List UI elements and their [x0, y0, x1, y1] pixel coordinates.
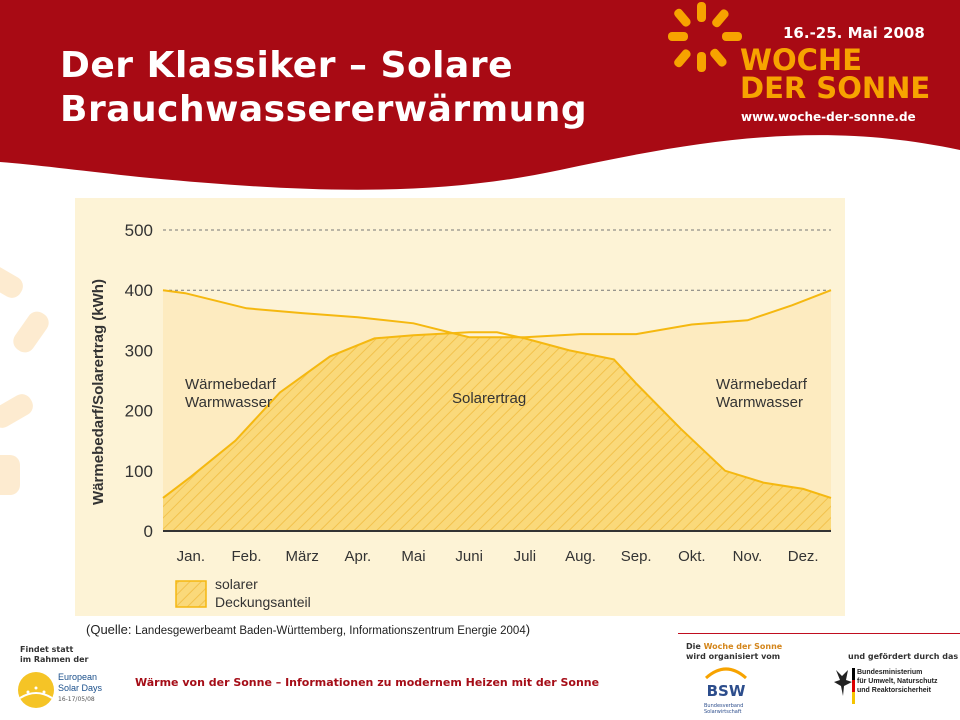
legend-label-2: Deckungsanteil: [215, 594, 311, 610]
event-name-line-1: WOCHE: [740, 43, 863, 77]
org-prefix: Die: [686, 642, 704, 651]
annotation-center: Solarertrag: [452, 390, 526, 407]
x-tick-label: März: [285, 548, 318, 565]
source-suffix: ): [525, 622, 531, 637]
title-line-2: Brauchwassererwärmung: [60, 89, 588, 130]
annotation-left-1: Wärmebedarf: [185, 376, 277, 393]
y-tick-label: 500: [125, 221, 153, 240]
source-detail: Landesgewerbeamt Baden-Württemberg, Info…: [135, 625, 526, 637]
bmu-line-2: für Umwelt, Naturschutz: [857, 678, 938, 685]
x-tick-label: Jan.: [177, 548, 205, 565]
chart: 0 100 200 300 400 500 Jan. Feb. März Apr. Mai Juni…: [75, 198, 845, 616]
x-tick-label: Dez.: [788, 548, 819, 565]
bsw-label: Bundesverband Solarwirtschaft: [704, 703, 743, 715]
esd-line-1: European: [58, 672, 98, 682]
bmu-name: Bundesministerium für Umwelt, Naturschut…: [857, 668, 938, 695]
bmu-line-1: Bundesministerium: [857, 669, 923, 676]
solar-coverage-area: [163, 333, 831, 531]
x-tick-label: Okt.: [678, 548, 706, 565]
bsw-label-line-1: Bundesverband: [704, 703, 744, 709]
event-name-line-2: DER SONNE: [740, 71, 931, 105]
event-dates: 16.-25. Mai 2008: [783, 24, 925, 42]
org-line-2: wird organisiert vom: [686, 652, 781, 661]
bsw-label-line-2: Solarwirtschaft: [704, 709, 742, 715]
y-tick-label: 300: [125, 341, 153, 360]
footer-tagline: Wärme von der Sonne – Informationen zu m…: [135, 676, 600, 689]
findet-line-1: Findet statt: [20, 645, 74, 654]
x-tick-label: Mai: [401, 548, 425, 565]
european-solar-days-logo-icon: [18, 672, 54, 708]
esd-line-2: Solar Days: [58, 683, 103, 693]
bsw-name: BSW: [707, 682, 746, 700]
header-banner: [0, 0, 960, 190]
event-url: www.woche-der-sonne.de: [741, 110, 916, 124]
x-tick-label: Feb.: [231, 548, 261, 565]
bmu-line-3: und Reaktorsicherheit: [857, 687, 931, 694]
event-logo-text: WOCHE DER SONNE: [740, 43, 940, 105]
y-axis-label: Wärmebedarf/Solarertrag (kWh): [90, 279, 107, 505]
y-tick-label: 400: [125, 281, 153, 300]
legend-swatch: [175, 580, 207, 608]
y-tick-label: 0: [144, 522, 153, 541]
title-line-1: Der Klassiker – Solare: [60, 45, 513, 86]
funded-by-text: und gefördert durch das: [848, 652, 959, 661]
annotation-right-2: Warmwasser: [716, 394, 803, 411]
x-tick-label: Juni: [455, 548, 483, 565]
federal-eagle-icon: [834, 668, 855, 704]
annotation-left-2: Warmwasser: [185, 394, 272, 411]
x-tick-label: Apr.: [344, 548, 371, 565]
x-tick-label: Aug.: [565, 548, 596, 565]
x-tick-label: Nov.: [733, 548, 763, 565]
y-tick-label: 100: [125, 462, 153, 481]
source-prefix: (Quelle:: [86, 622, 136, 637]
source-citation: (Quelle: Landesgewerbeamt Baden-Württemb…: [86, 622, 530, 637]
organizer-text: Die Woche der Sonne wird organisiert vom: [686, 642, 782, 662]
findet-statt-text: Findet statt im Rahmen der: [20, 645, 88, 665]
bsw-logo-icon: BSW: [704, 667, 748, 700]
y-tick-label: 200: [125, 402, 153, 421]
sun-logo-icon: [668, 2, 742, 72]
org-highlight: Woche der Sonne: [703, 642, 783, 651]
footer-divider: [678, 633, 960, 634]
demand-line: [162, 289, 832, 339]
annotation-right-1: Wärmebedarf: [716, 376, 808, 393]
page-title: Der Klassiker – Solare Brauchwassererwär…: [60, 44, 587, 132]
esd-name: European Solar Days: [58, 672, 102, 694]
legend-label-1: solarer: [215, 576, 258, 592]
decorative-sun-rays-icon: [0, 264, 49, 495]
x-tick-label: Sep.: [621, 548, 652, 565]
esd-date: 16-17/05/08: [58, 696, 95, 703]
solar-yield-line: [162, 331, 832, 499]
x-tick-label: Juli: [514, 548, 537, 565]
findet-line-2: im Rahmen der: [20, 655, 89, 664]
